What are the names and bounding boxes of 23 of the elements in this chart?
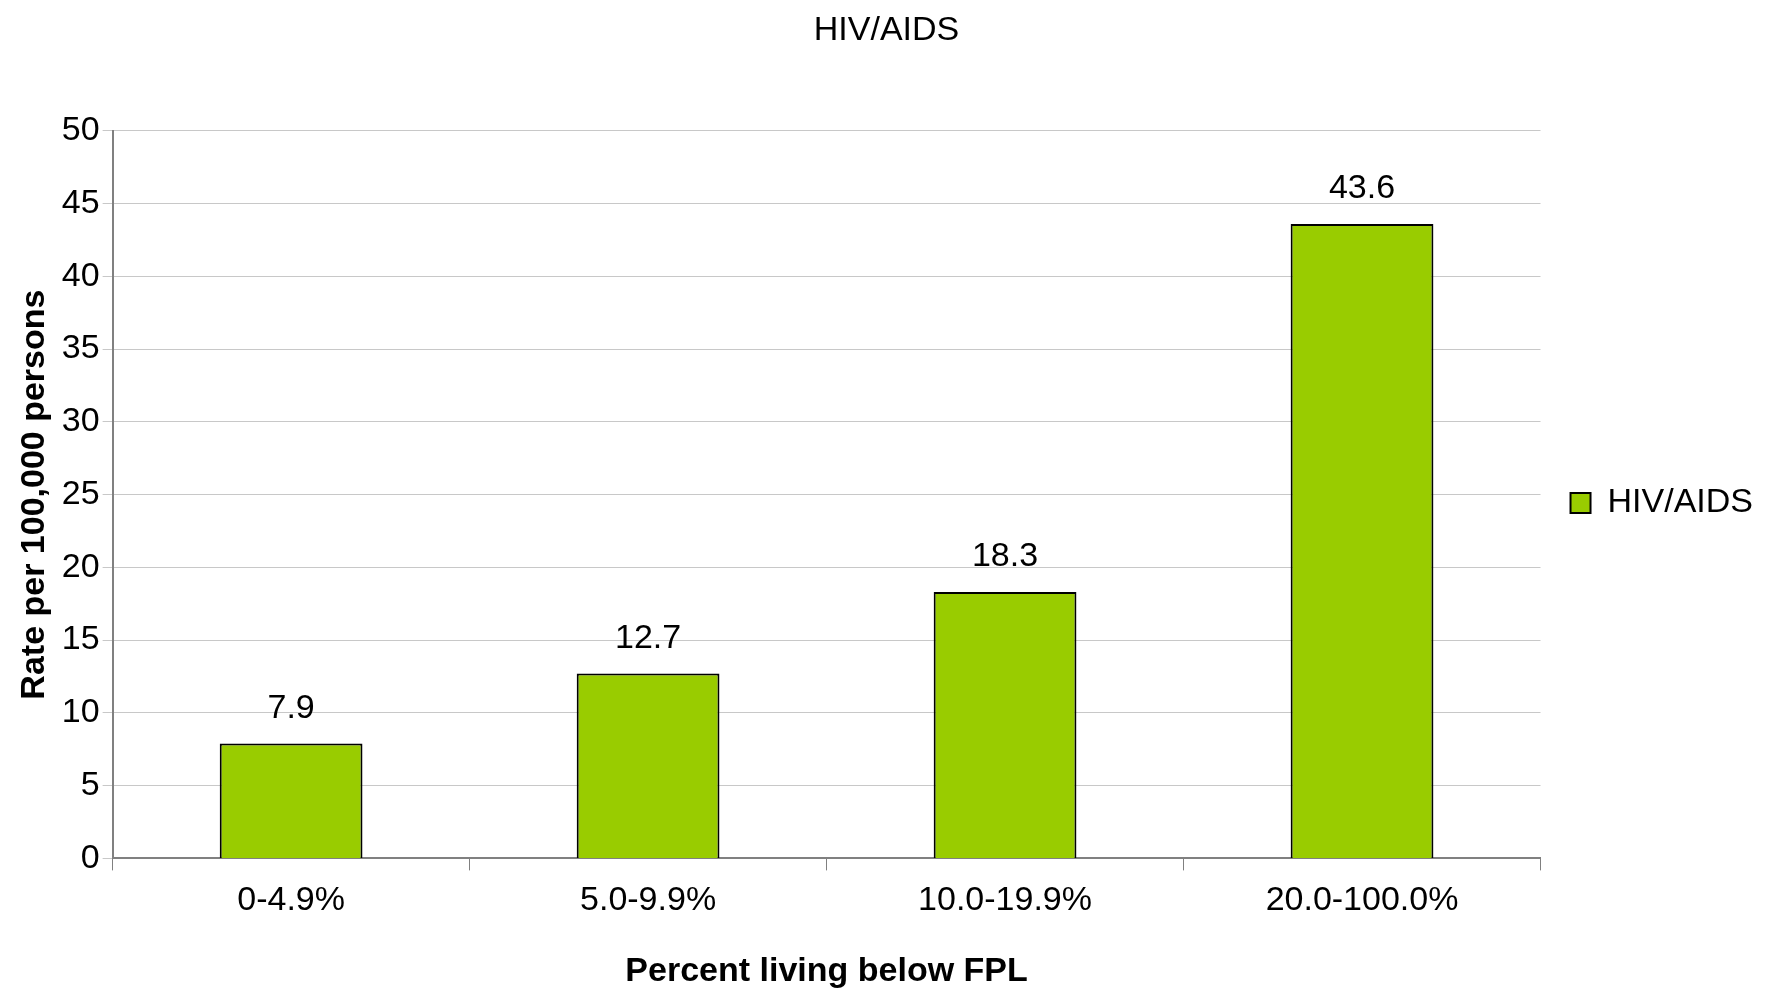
y-tick-label: 50 — [61, 109, 100, 148]
data-label: 7.9 — [267, 686, 315, 725]
y-tick-label: 40 — [61, 254, 100, 293]
y-tick-label: 30 — [61, 400, 100, 439]
data-label: 43.6 — [1328, 167, 1396, 206]
y-tick-label: 35 — [61, 327, 100, 366]
y-tick-label: 25 — [61, 472, 100, 511]
y-tick-label: 10 — [61, 691, 100, 730]
x-tick-label: 20.0-100.0% — [1265, 879, 1459, 918]
x-tick-label: 5.0-9.9% — [580, 879, 717, 918]
y-tick-label: 15 — [61, 618, 100, 657]
x-tick-label: 0-4.9% — [237, 879, 345, 918]
x-tick-label: 10.0-19.9% — [918, 879, 1093, 918]
y-tick-label: 0 — [80, 836, 100, 875]
chart-title: HIV/AIDS — [813, 8, 960, 47]
y-tick-label: 20 — [61, 545, 100, 584]
y-tick-label: 5 — [80, 764, 100, 803]
y-axis-title: Rate per 100,000 persons — [12, 289, 51, 700]
data-label: 12.7 — [614, 616, 682, 655]
x-axis-title: Percent living below FPL — [625, 949, 1028, 988]
data-label: 18.3 — [971, 535, 1039, 574]
legend-label: HIV/AIDS — [1607, 481, 1753, 520]
y-tick-label: 45 — [61, 181, 100, 220]
